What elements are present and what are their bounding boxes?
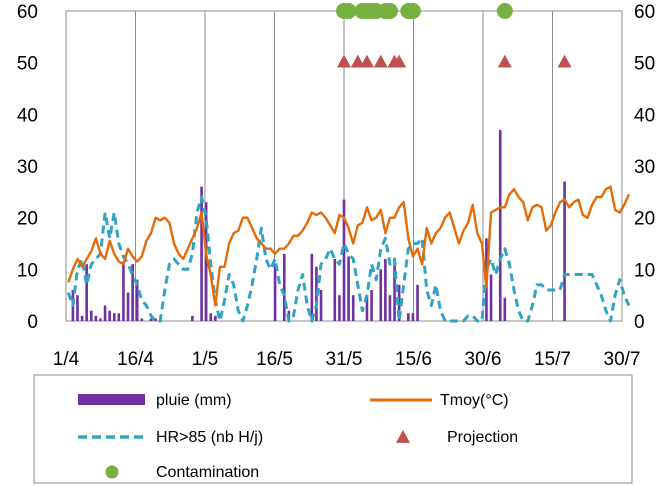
y-left-tick-label: 40 xyxy=(17,105,38,126)
pluie-bar xyxy=(333,259,337,321)
y-right-tick-label: 50 xyxy=(634,54,655,75)
pluie-bars xyxy=(71,129,566,321)
contamination-marker xyxy=(381,3,398,19)
y-left-tick-label: 20 xyxy=(17,209,38,230)
contamination-marker xyxy=(340,3,357,19)
pluie-bar xyxy=(338,295,341,321)
legend-label-pluie: pluie (mm) xyxy=(156,392,232,409)
x-tick-label: 16/4 xyxy=(117,349,154,370)
pluie-bar xyxy=(126,292,130,321)
pluie-bar xyxy=(273,264,277,321)
projection-marker xyxy=(373,54,388,68)
y-right-tick-label: 20 xyxy=(634,209,655,230)
legend-swatch-pluie xyxy=(78,394,145,405)
pluie-bar xyxy=(347,256,350,321)
legend-swatch-contamination xyxy=(105,465,119,479)
projection-marker xyxy=(350,54,365,68)
pluie-bar xyxy=(563,181,566,321)
pluie-bar xyxy=(489,274,493,321)
pluie-bar xyxy=(112,313,116,321)
x-tick-label: 30/7 xyxy=(604,349,641,370)
projection-marker xyxy=(557,54,572,68)
tmoy-series-line xyxy=(67,185,630,307)
pluie-bar xyxy=(379,269,383,321)
x-tick-label: 16/5 xyxy=(256,349,293,370)
x-tick-label: 1/5 xyxy=(192,349,218,370)
legend-label-tmoy: Tmoy(°C) xyxy=(440,392,509,409)
pluie-bar xyxy=(370,290,373,321)
projection-marker xyxy=(392,54,407,68)
pluie-bar xyxy=(80,315,84,321)
pluie-bar xyxy=(85,264,88,321)
pluie-bar xyxy=(384,259,387,321)
series-lines xyxy=(66,185,631,323)
pluie-bar xyxy=(108,310,111,321)
series-markers xyxy=(336,3,572,68)
y-left-tick-label: 10 xyxy=(17,260,38,281)
pluie-bar xyxy=(76,295,79,321)
x-axis-tick-labels: 1/4 16/4 1/5 16/5 31/5 15/6 30/6 15/7 30/7 xyxy=(53,349,641,370)
pluie-bar xyxy=(99,318,102,321)
legend-label-projection: Projection xyxy=(447,429,518,446)
y-right-tick-label: 10 xyxy=(634,260,655,281)
pluie-bar xyxy=(407,313,410,321)
y-left-tick-label: 60 xyxy=(17,2,38,23)
pluie-bar xyxy=(365,295,369,321)
pluie-bar xyxy=(140,318,144,321)
y-right-tick-label: 60 xyxy=(634,2,655,23)
y-right-tick-label: 30 xyxy=(634,157,655,178)
pluie-bar xyxy=(135,279,139,321)
contamination-marker xyxy=(496,3,513,19)
legend-label-hr: HR>85 (nb H/j) xyxy=(156,429,263,446)
pluie-bar xyxy=(351,295,355,321)
pluie-bar xyxy=(204,202,208,321)
pluie-bar xyxy=(388,295,392,321)
x-tick-label: 15/6 xyxy=(395,349,432,370)
contamination-marker xyxy=(404,3,421,19)
pluie-bar xyxy=(310,253,314,321)
pluie-bar xyxy=(154,318,157,321)
pluie-bar xyxy=(498,129,502,321)
pluie-bar xyxy=(209,313,213,321)
y-right-tick-label: 0 xyxy=(634,312,645,333)
projection-marker xyxy=(497,54,512,68)
y-right-tick-labels: 0 10 20 30 40 50 60 xyxy=(634,2,655,333)
legend: pluie (mm) Tmoy(°C) HR>85 (nb H/j) Projecti… xyxy=(33,374,633,484)
legend-swatch-projection xyxy=(396,429,410,443)
hr-series-line xyxy=(66,195,631,323)
pluie-bar xyxy=(131,264,134,321)
x-tick-label: 1/4 xyxy=(53,349,80,370)
pluie-bar xyxy=(282,253,286,321)
projection-marker xyxy=(359,54,374,68)
pluie-bar xyxy=(214,315,217,321)
pluie-bar xyxy=(117,313,121,321)
pluie-bar xyxy=(342,199,346,321)
pluie-bar xyxy=(94,315,98,321)
y-left-tick-label: 0 xyxy=(27,312,38,333)
x-tick-label: 31/5 xyxy=(326,349,363,370)
pluie-bar xyxy=(122,261,125,321)
pluie-bar xyxy=(149,318,153,321)
projection-marker xyxy=(337,54,351,68)
y-right-tick-label: 40 xyxy=(634,105,655,126)
pluie-bar xyxy=(411,313,415,321)
pluie-bar xyxy=(191,315,194,321)
y-left-tick-label: 50 xyxy=(17,54,38,75)
pluie-bar xyxy=(200,186,203,321)
y-left-tick-label: 30 xyxy=(17,157,38,178)
legend-label-contamination: Contamination xyxy=(156,464,259,481)
y-left-tick-labels: 0 10 20 30 40 50 60 xyxy=(17,2,38,333)
pluie-bar xyxy=(503,297,507,321)
legend-frame xyxy=(33,374,633,484)
pluie-bar xyxy=(393,259,396,321)
pluie-bar xyxy=(89,310,93,321)
pluie-bar xyxy=(319,290,323,321)
x-tick-label: 30/6 xyxy=(465,349,502,370)
pluie-bar xyxy=(416,284,419,321)
x-tick-label: 15/7 xyxy=(534,349,571,370)
pluie-bar xyxy=(103,305,107,321)
